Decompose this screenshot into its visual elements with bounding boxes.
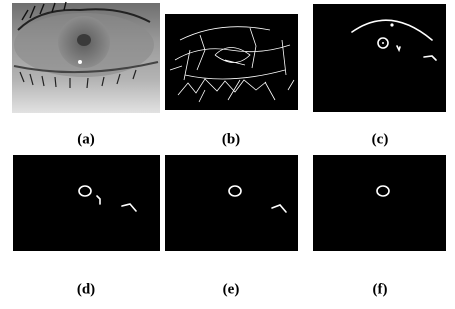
panel-c-image (313, 4, 446, 112)
panel-a-image (12, 2, 160, 113)
panel-label: (b) (222, 131, 240, 147)
panel-label: (a) (77, 131, 95, 147)
panel-label: (f) (373, 281, 388, 297)
panel-d-image (13, 155, 160, 251)
figure: (a) (b) (c) (d) (e) (f) (0, 0, 455, 304)
panel-f-image (313, 155, 446, 251)
panel-b-image (165, 14, 298, 110)
panel-e-image (165, 155, 298, 251)
panel-label: (d) (77, 281, 95, 297)
panel-label: (c) (372, 131, 389, 147)
panel-label: (e) (223, 281, 240, 297)
